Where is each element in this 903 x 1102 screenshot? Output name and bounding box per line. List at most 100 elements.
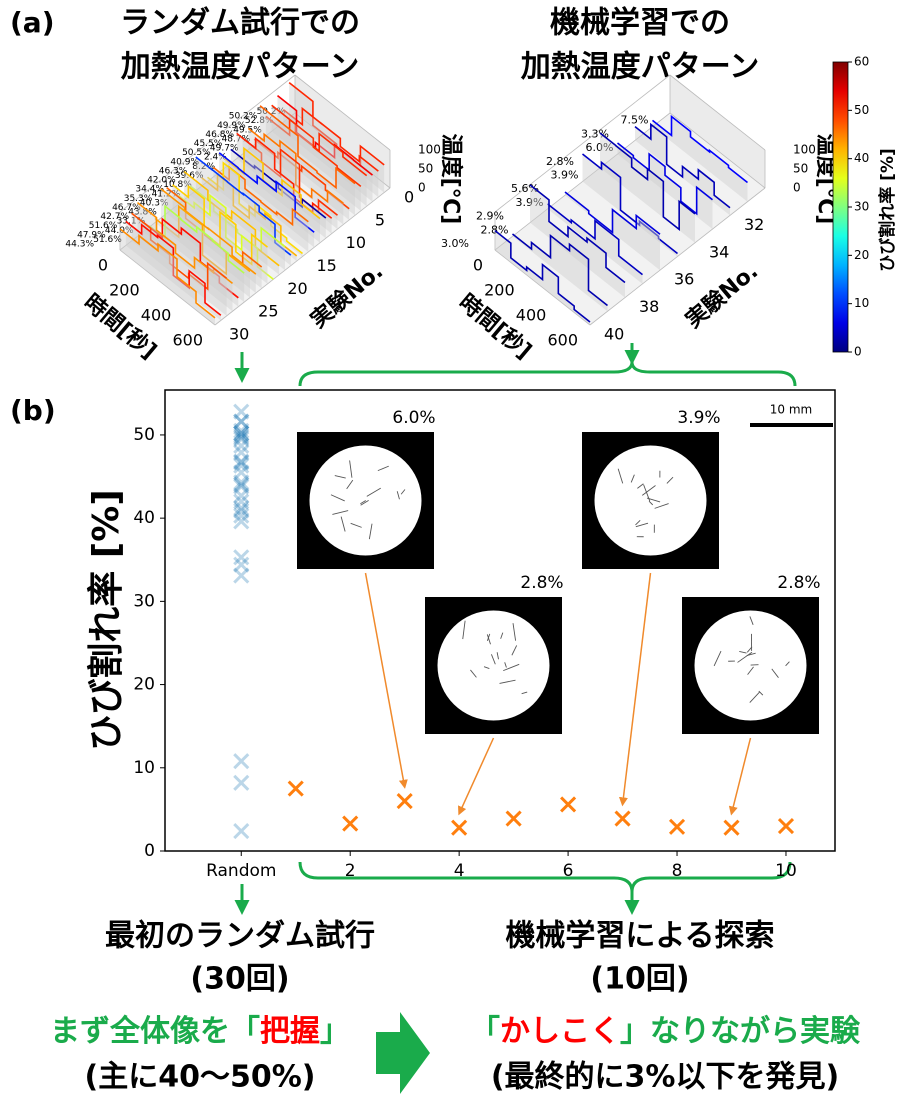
tick-label: 10 [346,233,366,252]
tick-label: 50 [793,162,808,176]
summary-count: (10回) [590,962,689,997]
colorbar-scale [833,62,848,352]
summary-title: 機械学習による探索 [505,919,774,954]
tick-label: 0 [793,181,801,195]
marker [725,821,739,835]
tick-label: 32 [744,215,764,234]
marker [398,794,412,808]
inset-label: 6.0% [392,408,435,428]
x-tick-label: 6 [563,861,574,881]
summary-message: 「かしこく」なりながら実験 [470,1014,861,1049]
tick-label: 25 [258,302,278,321]
marker [234,754,248,768]
tick-label: 38 [639,297,659,316]
marker [670,820,684,834]
marker [507,812,521,826]
panel-label: (b) [10,394,56,427]
inset-pointer [623,573,651,805]
marker [234,776,248,790]
inset-label: 3.9% [677,408,720,428]
sample-disc [438,611,550,721]
colorbar-tick-label: 40 [854,151,869,165]
bracket [300,862,790,892]
colorbar-label: ひび割れ率 [%] [877,148,898,272]
tick-label: 200 [484,281,515,300]
sample-disc [595,446,707,556]
plot-3d: 50.2%50.2%52.8%49.9%49.5%46.8%48.7%45.5%… [65,75,464,364]
tick-label: 50 [418,162,433,176]
bracket [300,362,795,386]
marker [616,812,630,826]
marker [561,797,575,811]
x-tick-label: 2 [345,861,356,881]
y-tick-label: 20 [133,675,155,695]
scatter-plot: 01020304050Random24681010 mm6.0%3.9%2.8%… [133,403,833,882]
inset-pointer [366,573,405,787]
plot-title: 加熱温度パターン [121,50,360,85]
x-tick-label: 10 [775,861,797,881]
marker [343,817,357,831]
tick-label: 0 [418,181,426,195]
colorbar-tick-label: 50 [854,103,869,117]
crack-label: 7.5% [621,114,649,127]
crack-label: 3.9% [551,169,579,182]
tick-label: 20 [287,279,307,298]
message-text: 」なりながら実験 [620,1014,861,1049]
tick-label: 200 [109,281,140,300]
panel-label: (a) [10,6,55,39]
x-tick-label: Random [206,861,276,881]
marker [234,478,248,492]
colorbar-tick-label: 20 [854,248,869,262]
inset-label: 2.8% [520,573,563,593]
tick-label: 40 [604,325,624,344]
y-tick-label: 0 [144,841,155,861]
sample-disc [695,611,807,721]
crack-label: 2.9% [476,210,504,223]
axis-label: 時間[秒] [79,290,161,365]
crack-label: 3.0% [441,237,469,250]
marker [234,824,248,838]
summary-title: 最初のランダム試行 [105,919,375,954]
tick-label: 400 [141,306,172,325]
marker [234,569,248,583]
tick-label: 36 [674,270,694,289]
marker [234,550,248,564]
tick-label: 34 [709,242,729,261]
marker [234,415,248,429]
scale-bar-label: 10 mm [770,403,812,417]
plot-title: 機械学習での [550,6,730,41]
colorbar: 0102030405060ひび割れ率 [%] [833,55,898,359]
tick-label: 100 [418,143,441,157]
colorbar-tick-label: 10 [854,296,869,310]
inset-pointer [732,738,751,814]
marker [779,819,793,833]
tick-label: 5 [375,210,385,229]
x-tick-label: 4 [454,861,465,881]
colorbar-tick-label: 30 [854,200,869,214]
tick-label: 0 [404,188,414,207]
inset-label: 2.8% [777,573,820,593]
axis-label: 温度[℃] [438,134,464,225]
tick-label: 400 [516,306,547,325]
tick-label: 30 [229,325,249,344]
crack-label: 44.3% [65,240,94,250]
crack-label: 2.8% [546,155,574,168]
message-text: 「 [470,1014,500,1049]
tick-label: 0 [473,256,483,275]
message-text: 」 [320,1014,350,1049]
figure: (a) ランダム試行での 加熱温度パターン 機械学習での 加熱温度パターン 50… [0,0,903,1102]
colorbar-tick-label: 60 [854,55,869,69]
message-emphasis: 把握 [260,1014,320,1049]
y-axis-label: ひび割れ率 [%] [86,489,127,751]
marker [452,821,466,835]
inset-pointer [459,738,493,814]
message-emphasis: かしこく [500,1014,620,1049]
tick-label: 600 [172,331,203,350]
plot-3d: 7.5%3.3%6.0%2.8%3.9%5.6%3.9%2.9%2.8%3.0%… [441,75,839,364]
tick-label: 0 [98,256,108,275]
summary-count: (30回) [190,962,289,997]
summary-message: まず全体像を「把握」 [50,1014,350,1049]
x-tick-label: 8 [672,861,683,881]
plot-title: 加熱温度パターン [521,50,760,85]
y-tick-label: 40 [133,508,155,528]
